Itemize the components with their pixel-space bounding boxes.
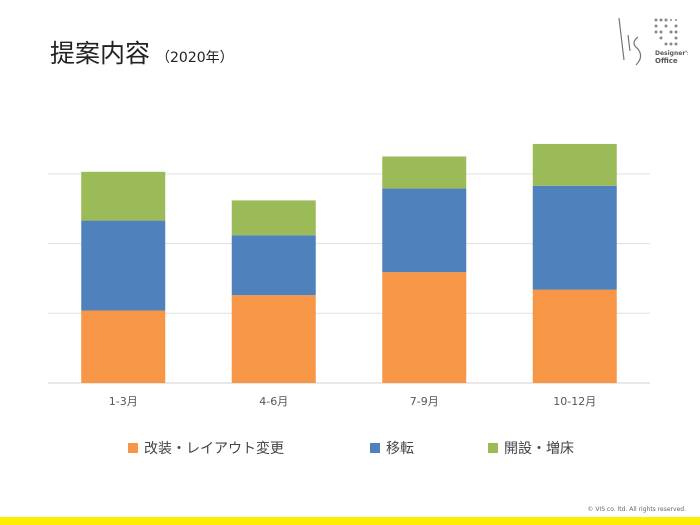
- bar-segment: [382, 156, 467, 189]
- x-tick-label: 7-9月: [410, 395, 439, 408]
- bar-segment: [532, 289, 617, 383]
- x-tick-label: 1-3月: [109, 395, 138, 408]
- legend-label: 改装・レイアウト変更: [144, 441, 284, 457]
- legend-swatch: [128, 443, 138, 453]
- bar-segment: [81, 171, 166, 221]
- svg-text:Office: Office: [655, 57, 678, 65]
- bar-segment: [382, 272, 467, 383]
- stacked-bar-chart: 1-3月 4-6月 7-9月 10-12月: [48, 143, 650, 408]
- legend-label: 移転: [386, 441, 414, 457]
- legend-label: 開設・増床: [504, 441, 574, 457]
- bar-segment: [382, 188, 467, 273]
- bar-segment: [532, 185, 617, 290]
- bar-segment: [231, 200, 316, 236]
- legend-item-renovation: 改装・レイアウト変更: [128, 438, 284, 458]
- copyright: © VIS co. ltd. All rights reserved.: [587, 506, 686, 513]
- company-logo: Designer's Office: [618, 17, 688, 66]
- page-title: 提案内容 （2020年）: [50, 34, 234, 70]
- legend-swatch: [370, 443, 380, 453]
- footer-bar: [0, 517, 700, 525]
- svg-text:Designer's: Designer's: [655, 50, 688, 57]
- x-tick-label: 10-12月: [553, 395, 596, 408]
- x-tick-label: 4-6月: [259, 395, 288, 408]
- bar-segment: [231, 235, 316, 296]
- bar-segment: [532, 143, 617, 186]
- legend-item-opening: 開設・増床: [488, 438, 574, 458]
- title-text: 提案内容: [50, 39, 151, 68]
- title-year: （2020年）: [156, 50, 234, 66]
- legend-item-relocation: 移転: [370, 438, 414, 458]
- bar-segment: [81, 310, 166, 383]
- bar-segment: [231, 295, 316, 383]
- legend-swatch: [488, 443, 498, 453]
- bar-segment: [81, 220, 166, 311]
